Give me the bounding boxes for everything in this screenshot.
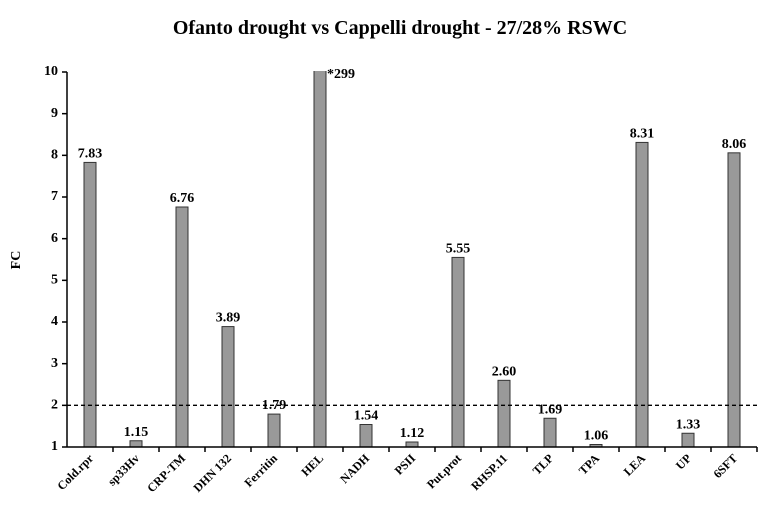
- value-label: 1.69: [538, 402, 563, 417]
- x-tick-label: PSII: [392, 451, 419, 478]
- value-label: 8.31: [630, 126, 655, 141]
- x-tick-label: TLP: [530, 451, 556, 477]
- value-label: 8.06: [722, 137, 747, 152]
- x-tick-label: UP: [673, 451, 694, 472]
- bar: [635, 141, 649, 448]
- x-tick-label: sp33Hv: [105, 451, 142, 488]
- plot-area: [83, 71, 741, 448]
- x-tick-label: RHSP.11: [468, 451, 510, 493]
- x-tick-label: LEA: [621, 451, 649, 479]
- bar: [221, 326, 235, 448]
- value-label: 3.89: [216, 311, 241, 326]
- x-tick-label: DHN 132: [191, 451, 235, 495]
- value-label: 1.06: [584, 429, 609, 444]
- value-label: *299: [327, 67, 355, 82]
- bar: [83, 161, 97, 448]
- bar: [129, 440, 143, 448]
- chart-title: Ofanto drought vs Cappelli drought - 27/…: [173, 17, 627, 39]
- y-tick-label: 3: [51, 356, 58, 371]
- x-tick-label: 6SFT: [710, 451, 740, 481]
- y-tick-label: 6: [51, 231, 58, 246]
- y-tick-label: 4: [51, 314, 58, 329]
- bar: [497, 379, 511, 448]
- bar: [313, 71, 327, 448]
- bar: [727, 152, 741, 448]
- y-tick-label: 7: [51, 189, 58, 204]
- value-label: 1.12: [400, 426, 425, 441]
- value-label: 6.76: [170, 191, 195, 206]
- y-tick-label: 8: [51, 148, 58, 163]
- x-tick-label: Ferritin: [241, 451, 280, 490]
- y-tick-label: 10: [44, 64, 58, 79]
- bar: [451, 256, 465, 448]
- x-tick-label: TPA: [576, 451, 602, 477]
- bar: [175, 206, 189, 448]
- value-label: 2.60: [492, 364, 517, 379]
- bar: [267, 413, 281, 448]
- value-label: 1.54: [354, 409, 379, 424]
- value-label: 5.55: [446, 241, 471, 256]
- y-tick-label: 9: [51, 106, 58, 121]
- x-tick-label: Cold.rpr: [54, 451, 96, 493]
- value-label: 1.33: [676, 417, 701, 432]
- bar: [543, 417, 557, 448]
- value-label: 7.83: [78, 146, 103, 161]
- y-tick-label: 1: [51, 439, 58, 454]
- y-tick-label: 2: [51, 398, 58, 413]
- y-tick-label: 5: [51, 273, 58, 288]
- y-axis-label: FC: [9, 251, 24, 270]
- bar: [681, 432, 695, 448]
- value-label: 1.15: [124, 425, 149, 440]
- x-tick-label: NADH: [337, 451, 372, 486]
- x-tick-label: CRP-TM: [144, 451, 188, 495]
- x-tick-label: Put.prot: [424, 451, 464, 491]
- bar: [359, 424, 373, 448]
- x-tick-label: HEL: [298, 451, 326, 479]
